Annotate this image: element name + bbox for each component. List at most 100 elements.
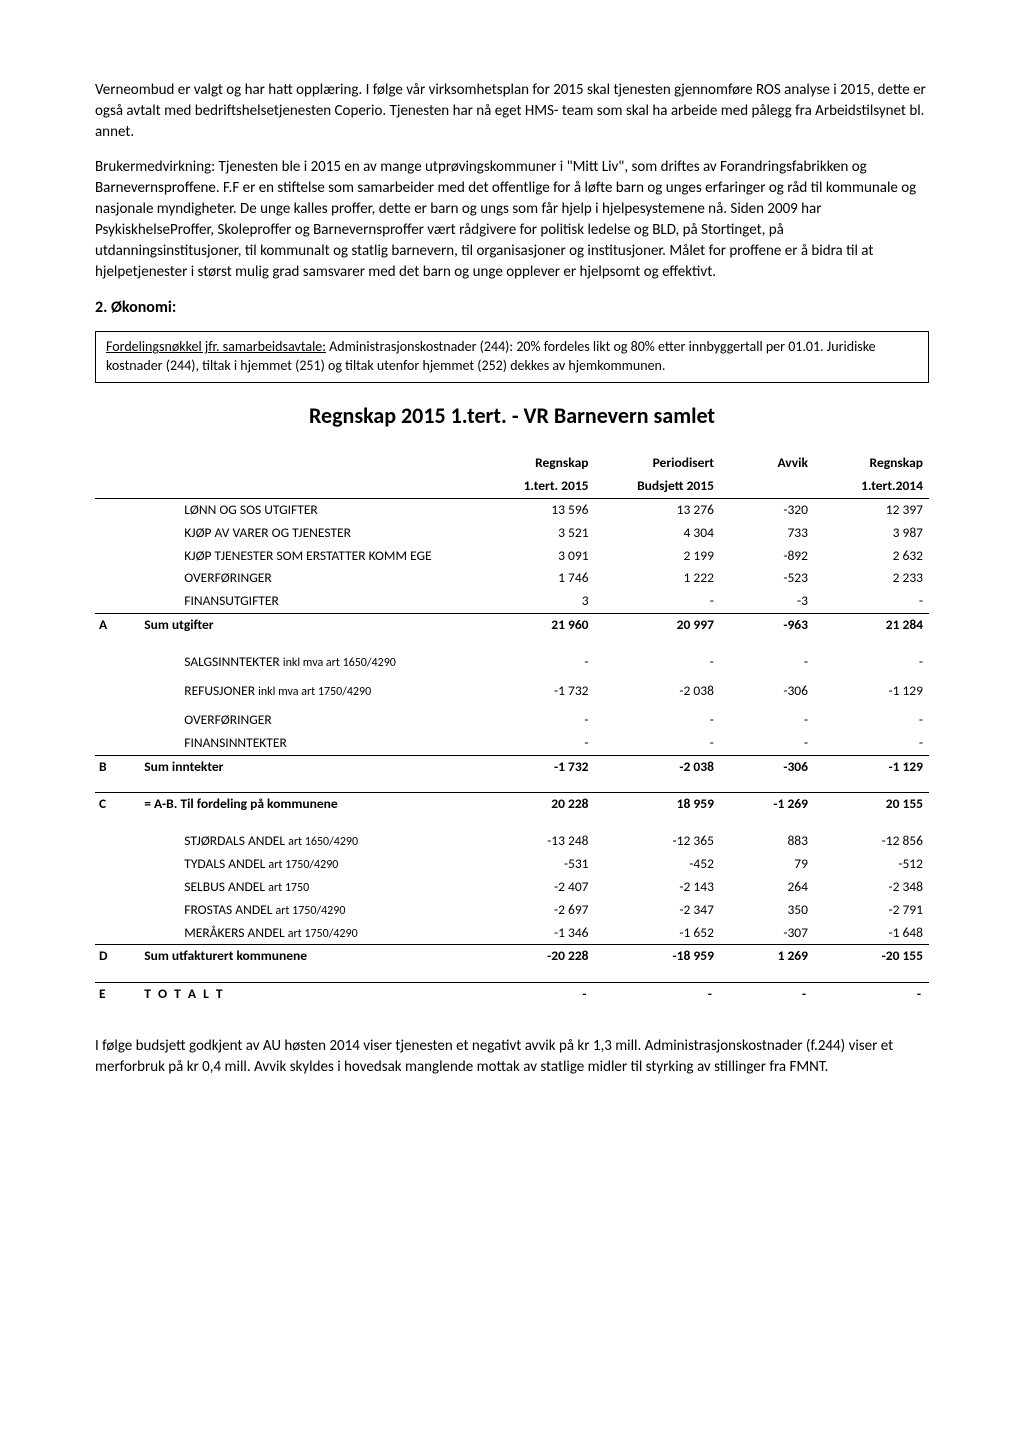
table-row: FINANSINNTEKTER---- (95, 732, 929, 755)
col-header-periodisert: Periodisert (595, 452, 720, 475)
finance-table-title: Regnskap 2015 1.tert. - VR Barnevern sam… (95, 401, 929, 432)
table-row: STJØRDALS ANDEL art 1650/4290-13 248-12 … (95, 830, 929, 853)
finance-table: Regnskap Periodisert Avvik Regnskap 1.te… (95, 452, 929, 1006)
cell-value: 79 (720, 853, 814, 876)
cell-value: - (480, 709, 595, 732)
paragraph-2: Brukermedvirkning: Tjenesten ble i 2015 … (95, 157, 929, 283)
cell-value: -1 346 (480, 922, 595, 945)
table-row: LØNN OG SOS UTGIFTER13 59613 276-32012 3… (95, 498, 929, 521)
row-label: FINANSUTGIFTER (124, 590, 479, 613)
sum-row-a: A Sum utgifter 21 960 20 997 -963 21 284 (95, 614, 929, 637)
row-label: MERÅKERS ANDEL art 1750/4290 (124, 922, 479, 945)
col-subheader-1tert2014: 1.tert.2014 (814, 475, 929, 498)
table-row: REFUSJONER inkl mva art 1750/4290-1 732-… (95, 680, 929, 703)
table-row: KJØP AV VARER OG TJENESTER3 5214 3047333… (95, 522, 929, 545)
cell-value: 13 276 (595, 498, 720, 521)
paragraph-1: Verneombud er valgt og har hatt opplærin… (95, 80, 929, 143)
cell-value: 264 (720, 876, 814, 899)
cell-value: 2 632 (814, 545, 929, 568)
cell-value: -2 347 (595, 899, 720, 922)
table-row: TYDALS ANDEL art 1750/4290-531-45279-512 (95, 853, 929, 876)
row-label: OVERFØRINGER (124, 709, 479, 732)
cell-value: 2 199 (595, 545, 720, 568)
cell-value: -2 143 (595, 876, 720, 899)
cell-value: -12 856 (814, 830, 929, 853)
cell-value: -3 (720, 590, 814, 613)
sum-row-d: D Sum utfakturert kommunene -20 228 -18 … (95, 945, 929, 968)
row-label: STJØRDALS ANDEL art 1650/4290 (124, 830, 479, 853)
cell-value: -2 791 (814, 899, 929, 922)
cell-value: - (595, 651, 720, 674)
cell-value: 3 091 (480, 545, 595, 568)
table-header-row-1: Regnskap Periodisert Avvik Regnskap (95, 452, 929, 475)
cell-value: -2 348 (814, 876, 929, 899)
col-header-avvik: Avvik (720, 452, 814, 475)
cell-value: - (480, 651, 595, 674)
row-label: KJØP TJENESTER SOM ERSTATTER KOMM EGE (124, 545, 479, 568)
cell-value: -13 248 (480, 830, 595, 853)
cell-value: -2 697 (480, 899, 595, 922)
cell-value: - (595, 709, 720, 732)
cell-value: 1 746 (480, 567, 595, 590)
paragraph-3: I følge budsjett godkjent av AU høsten 2… (95, 1036, 929, 1078)
cell-value: - (480, 732, 595, 755)
cell-value: -1 732 (480, 680, 595, 703)
cell-value: - (595, 732, 720, 755)
row-label: SELBUS ANDEL art 1750 (124, 876, 479, 899)
table-row: FINANSUTGIFTER3--3- (95, 590, 929, 613)
row-label: SALGSINNTEKTER inkl mva art 1650/4290 (124, 651, 479, 674)
cell-value: -307 (720, 922, 814, 945)
sum-row-e: E T O T A L T - - - - (95, 982, 929, 1005)
cell-value: - (814, 651, 929, 674)
table-row: MERÅKERS ANDEL art 1750/4290-1 346-1 652… (95, 922, 929, 945)
cell-value: -320 (720, 498, 814, 521)
cell-value: 3 (480, 590, 595, 613)
section-2-heading: 2. Økonomi: (95, 297, 929, 319)
sum-row-b: B Sum inntekter -1 732 -2 038 -306 -1 12… (95, 755, 929, 778)
cell-value: -531 (480, 853, 595, 876)
cell-value: 2 233 (814, 567, 929, 590)
row-label: REFUSJONER inkl mva art 1750/4290 (124, 680, 479, 703)
cell-value: 12 397 (814, 498, 929, 521)
col-header-regnskap: Regnskap (480, 452, 595, 475)
cell-value: 733 (720, 522, 814, 545)
row-label: OVERFØRINGER (124, 567, 479, 590)
cell-value: -12 365 (595, 830, 720, 853)
row-label: FROSTAS ANDEL art 1750/4290 (124, 899, 479, 922)
sum-row-c: C = A-B. Til fordeling på kommunene 20 2… (95, 793, 929, 816)
cell-value: 883 (720, 830, 814, 853)
cell-value: -452 (595, 853, 720, 876)
table-row: SALGSINNTEKTER inkl mva art 1650/4290---… (95, 651, 929, 674)
row-label: LØNN OG SOS UTGIFTER (124, 498, 479, 521)
distribution-key-box: Fordelingsnøkkel jfr. samarbeidsavtale: … (95, 331, 929, 383)
cell-value: - (595, 590, 720, 613)
cell-value: -2 407 (480, 876, 595, 899)
cell-value: 13 596 (480, 498, 595, 521)
cell-value: - (720, 651, 814, 674)
cell-value: -512 (814, 853, 929, 876)
cell-value: 3 521 (480, 522, 595, 545)
box-underlined: Fordelingsnøkkel jfr. samarbeidsavtale: (106, 338, 326, 355)
table-row: KJØP TJENESTER SOM ERSTATTER KOMM EGE3 0… (95, 545, 929, 568)
cell-value: - (814, 709, 929, 732)
cell-value: -2 038 (595, 680, 720, 703)
col-subheader-budsjett: Budsjett 2015 (595, 475, 720, 498)
cell-value: -1 648 (814, 922, 929, 945)
cell-value: - (814, 732, 929, 755)
cell-value: - (720, 709, 814, 732)
cell-value: -1 652 (595, 922, 720, 945)
col-header-regnskap-2014: Regnskap (814, 452, 929, 475)
table-header-row-2: 1.tert. 2015 Budsjett 2015 1.tert.2014 (95, 475, 929, 498)
row-label: FINANSINNTEKTER (124, 732, 479, 755)
cell-value: - (814, 590, 929, 613)
cell-value: -306 (720, 680, 814, 703)
cell-value: -1 129 (814, 680, 929, 703)
cell-value: 4 304 (595, 522, 720, 545)
cell-value: - (720, 732, 814, 755)
col-subheader-1tert2015: 1.tert. 2015 (480, 475, 595, 498)
cell-value: 3 987 (814, 522, 929, 545)
cell-value: -523 (720, 567, 814, 590)
cell-value: 350 (720, 899, 814, 922)
cell-value: 1 222 (595, 567, 720, 590)
cell-value: -892 (720, 545, 814, 568)
